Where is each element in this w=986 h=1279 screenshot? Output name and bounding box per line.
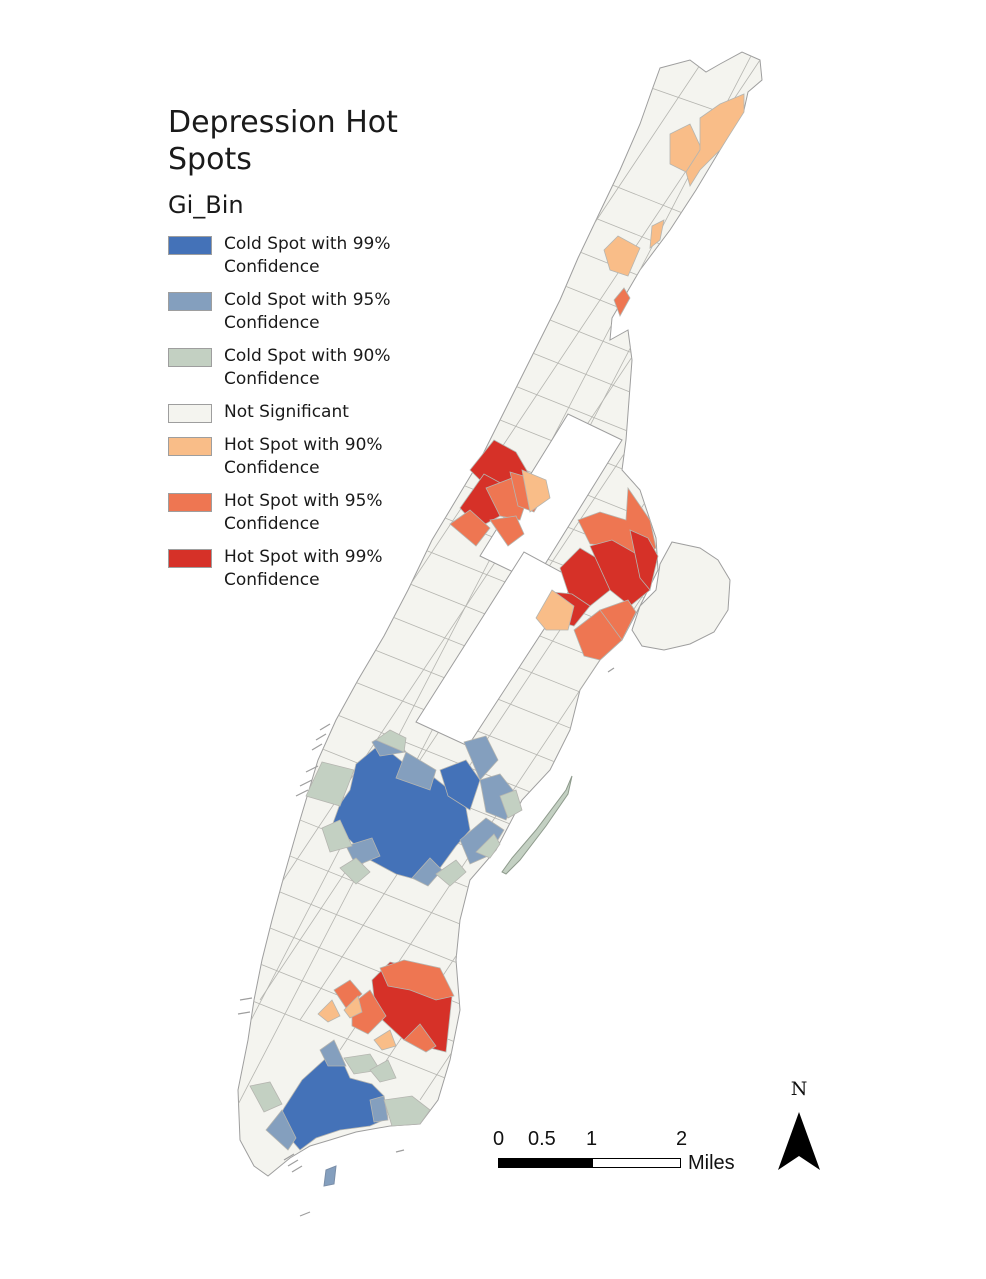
scale-segment-black — [498, 1158, 592, 1168]
hotspots-lower-east — [317, 959, 455, 1053]
legend-item-hot-95: Hot Spot with 95% Confidence — [168, 490, 428, 536]
legend-item-hot-99: Hot Spot with 99% Confidence — [168, 546, 428, 592]
scale-tick-1: 1 — [586, 1128, 598, 1150]
map-legend: Depression Hot Spots Gi_Bin Cold Spot wi… — [168, 104, 428, 602]
legend-item-cold-90: Cold Spot with 90% Confidence — [168, 345, 428, 391]
legend-item-cold-95: Cold Spot with 95% Confidence — [168, 289, 428, 335]
legend-item-label: Hot Spot with 95% Confidence — [224, 491, 383, 534]
legend-swatch — [168, 549, 212, 568]
small-island — [323, 1165, 337, 1187]
legend-item-label: Hot Spot with 99% Confidence — [224, 547, 383, 590]
legend-swatch — [168, 493, 212, 512]
roosevelt-island — [501, 775, 573, 875]
legend-swatch — [168, 437, 212, 456]
legend-swatch — [168, 236, 212, 255]
scale-units: Miles — [688, 1152, 735, 1174]
legend-item-hot-90: Hot Spot with 90% Confidence — [168, 434, 428, 480]
coldspots-lower-manhattan — [249, 1039, 431, 1151]
legend-item-label: Cold Spot with 95% Confidence — [224, 290, 391, 333]
north-arrow-icon — [778, 1112, 820, 1170]
legend-item-cold-99: Cold Spot with 99% Confidence — [168, 233, 428, 279]
scale-tick-0: 0 — [493, 1128, 505, 1150]
scale-tick-half: 0.5 — [528, 1128, 556, 1150]
legend-item-label: Not Significant — [224, 402, 349, 422]
randalls-island — [631, 541, 731, 651]
hotspots-upper-manhattan — [603, 93, 745, 317]
piers-west-side — [237, 667, 615, 1217]
legend-swatch — [168, 292, 212, 311]
north-arrow: N — [776, 1078, 822, 1174]
hotspots-east-harlem — [535, 486, 659, 661]
scale-frame — [498, 1158, 681, 1168]
scale-tick-2: 2 — [676, 1128, 688, 1150]
north-label: N — [790, 1078, 808, 1100]
scale-bar: 0 0.5 1 2 Miles — [493, 1128, 756, 1178]
hotspots-harlem-west — [449, 439, 551, 547]
legend-item-not-significant: Not Significant — [168, 401, 428, 424]
legend-item-label: Hot Spot with 90% Confidence — [224, 435, 383, 478]
legend-item-label: Cold Spot with 90% Confidence — [224, 346, 391, 389]
legend-title: Depression Hot Spots — [168, 105, 398, 177]
legend-swatch — [168, 404, 212, 423]
legend-swatch — [168, 348, 212, 367]
legend-item-label: Cold Spot with 99% Confidence — [224, 234, 391, 277]
coldspots-midtown — [305, 729, 523, 887]
legend-field-name: Gi_Bin — [168, 191, 244, 219]
